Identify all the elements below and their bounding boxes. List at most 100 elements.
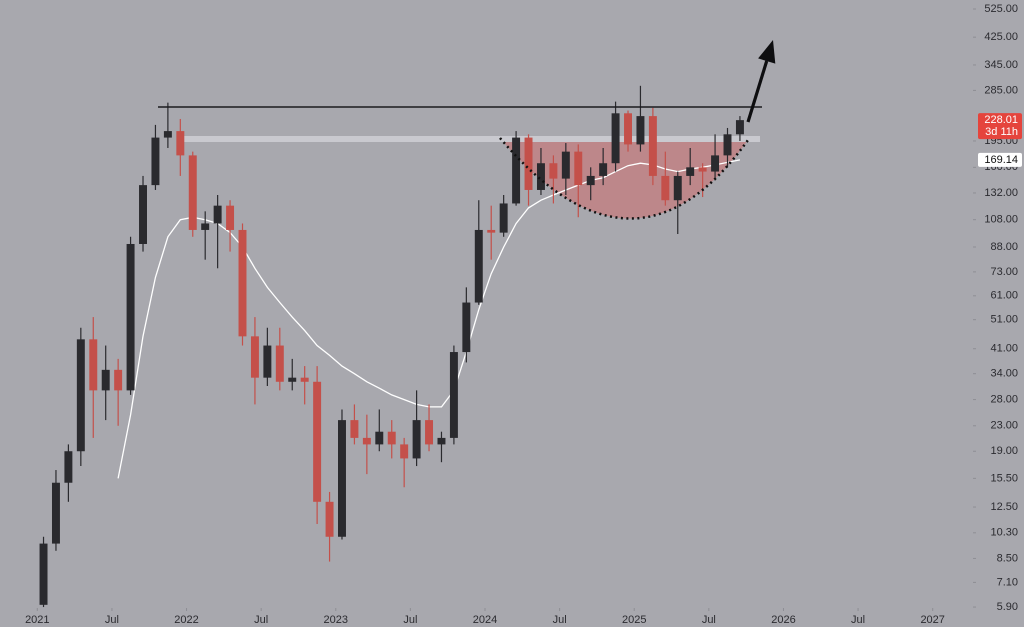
candle-body: [275, 345, 284, 382]
y-tick-label: 132.00: [984, 187, 1018, 199]
candle-body: [499, 203, 508, 233]
candle-body: [661, 175, 670, 201]
candle-body: [188, 155, 197, 230]
y-tick-label: 5.90: [997, 601, 1018, 613]
candle-body: [574, 151, 583, 186]
candle-body: [288, 377, 297, 382]
candle-body: [536, 163, 545, 190]
candle-body: [599, 163, 608, 176]
x-tick-label: Jul: [553, 614, 567, 626]
candle-body: [586, 175, 595, 186]
candle-body: [64, 451, 73, 483]
y-tick-label: 23.00: [990, 420, 1018, 432]
y-tick-label: 285.00: [984, 84, 1018, 96]
y-tick-label: 34.00: [990, 368, 1018, 380]
candle-body: [101, 369, 110, 391]
candle-body: [300, 377, 309, 382]
x-tick-label: 2026: [771, 614, 795, 626]
candle-body: [76, 339, 85, 452]
candle-body: [425, 420, 434, 445]
y-tick-label: 12.50: [990, 501, 1018, 513]
candle-body: [226, 205, 235, 230]
candle-body: [549, 163, 558, 179]
candle-body: [201, 223, 210, 230]
candle-body: [114, 369, 123, 391]
y-tick-label: 425.00: [984, 31, 1018, 43]
price-tag-countdown: 3d 11h: [985, 126, 1018, 138]
y-tick-label: 8.50: [997, 552, 1018, 564]
y-tick-label: 15.50: [990, 472, 1018, 484]
candle-body: [723, 134, 732, 156]
candles-layer: [39, 85, 744, 608]
y-tick-label: 19.00: [990, 445, 1018, 457]
y-tick-label: 525.00: [984, 3, 1018, 15]
candle-body: [375, 431, 384, 445]
y-tick-label: 41.00: [990, 343, 1018, 355]
candle-body: [126, 243, 135, 391]
candle-body: [163, 131, 172, 138]
candle-body: [711, 155, 720, 172]
candle-body: [462, 302, 471, 353]
y-tick-label: 73.00: [990, 266, 1018, 278]
candle-body: [512, 137, 521, 204]
x-tick-label: 2027: [920, 614, 944, 626]
candle-body: [313, 381, 322, 502]
candle-body: [437, 437, 446, 445]
candle-body: [400, 444, 409, 459]
x-tick-label: Jul: [702, 614, 716, 626]
candle-body: [412, 420, 421, 459]
candle-body: [338, 420, 346, 537]
candle-body: [350, 420, 359, 438]
price-tag-label: 169.14: [984, 154, 1018, 166]
candle-body: [151, 137, 160, 186]
candle-body: [686, 167, 695, 176]
candle-body: [139, 185, 147, 244]
candle-body: [449, 352, 458, 438]
price-tag: [978, 113, 1022, 140]
x-tick-label: Jul: [105, 614, 119, 626]
candle-body: [636, 116, 645, 145]
candle-body: [524, 137, 533, 190]
x-tick-label: 2022: [174, 614, 198, 626]
price-tag-label: 228.01: [984, 114, 1018, 126]
candle-body: [213, 205, 222, 224]
y-tick-label: 88.00: [990, 241, 1018, 253]
candle-body: [648, 116, 657, 176]
y-tick-label: 7.10: [997, 576, 1018, 588]
x-tick-label: Jul: [254, 614, 268, 626]
candle-body: [238, 229, 247, 337]
x-tick-label: Jul: [403, 614, 417, 626]
x-tick-label: Jul: [851, 614, 865, 626]
candle-body: [624, 113, 632, 145]
arrow-head: [758, 40, 776, 64]
x-tick-label: 2021: [25, 614, 49, 626]
candle-body: [474, 229, 483, 303]
arrow-shaft: [746, 60, 769, 123]
candle-body: [89, 339, 98, 391]
candle-body: [611, 113, 620, 164]
candle-body: [362, 437, 371, 445]
y-tick-label: 61.00: [990, 290, 1018, 302]
candle-body: [51, 482, 60, 544]
annotations-top: [158, 40, 776, 220]
candle-body: [735, 120, 744, 135]
candle-body: [698, 167, 707, 172]
candle-body: [561, 151, 570, 179]
price-tag: [978, 152, 1022, 167]
candle-body: [39, 543, 48, 605]
candle-body: [176, 131, 185, 156]
y-tick-label: 108.00: [984, 214, 1018, 226]
axes: 525.00425.00345.00285.00195.00160.00132.…: [25, 3, 1022, 626]
candle-body: [325, 501, 334, 537]
candle-body: [263, 345, 272, 378]
candle-body: [387, 431, 396, 445]
x-tick-label: 2023: [324, 614, 348, 626]
y-tick-label: 345.00: [984, 59, 1018, 71]
y-tick-label: 51.00: [990, 314, 1018, 326]
cup-curve: [499, 137, 750, 220]
y-tick-label: 28.00: [990, 393, 1018, 405]
candle-body: [487, 229, 496, 233]
